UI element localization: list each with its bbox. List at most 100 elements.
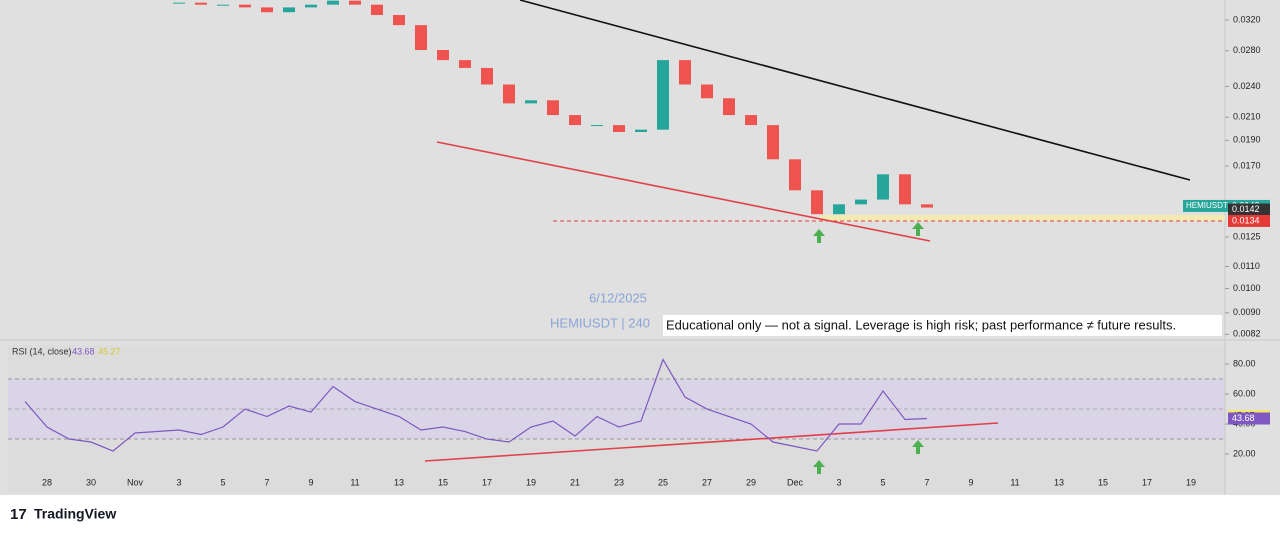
candle <box>657 60 669 130</box>
candle <box>305 4 317 8</box>
annotation: Educational only — not a signal. Leverag… <box>666 317 1176 332</box>
candle <box>173 2 185 4</box>
x-tick-label: 11 <box>350 477 359 487</box>
x-tick-label: 19 <box>1186 477 1196 487</box>
rsi-title: RSI (14, close) <box>12 346 72 356</box>
x-tick-label: 15 <box>438 477 448 487</box>
y-tick-label: 60.00 <box>1233 388 1256 398</box>
candle <box>437 50 449 61</box>
candle <box>195 2 207 5</box>
y-tick-label: 0.0170 <box>1233 160 1261 170</box>
candle <box>723 98 735 116</box>
candle <box>239 4 251 8</box>
candle <box>591 125 603 127</box>
x-tick-label: 15 <box>1098 477 1108 487</box>
trendline <box>424 422 999 462</box>
arrow <box>912 440 924 454</box>
y-tick-label: 0.0090 <box>1233 307 1261 317</box>
candle <box>217 4 229 6</box>
candle <box>679 60 691 85</box>
rsi-legend-value: 43.68 <box>72 346 95 356</box>
rsi-tag-bg <box>1228 412 1270 425</box>
x-tick-label: Nov <box>127 477 144 487</box>
x-tick-label: 19 <box>526 477 536 487</box>
trendline <box>436 141 931 242</box>
brand: TradingView <box>34 506 116 522</box>
x-tick-label: 11 <box>1010 477 1019 487</box>
rsi-tag: 43.68 <box>1232 413 1255 423</box>
trendline <box>519 0 1191 181</box>
x-tick-label: 7 <box>924 477 929 487</box>
candle <box>327 0 339 5</box>
candle <box>789 159 801 191</box>
support-zone <box>820 215 1225 221</box>
y-tick-label: 0.0280 <box>1233 45 1261 55</box>
y-tick-label: 0.0125 <box>1233 231 1261 241</box>
symbol-tag-bg <box>1183 199 1228 212</box>
candle <box>283 7 295 13</box>
x-tick-label: 23 <box>614 477 624 487</box>
price-line-tag-bg <box>1228 203 1270 216</box>
x-tick-label: 13 <box>394 477 404 487</box>
candle <box>811 190 823 215</box>
x-tick-label: 28 <box>42 477 52 487</box>
x-tick-label: 17 <box>1142 477 1152 487</box>
candle <box>569 115 581 126</box>
x-tick-label: 27 <box>702 477 712 487</box>
x-tick-label: 29 <box>746 477 756 487</box>
y-tick-label: 0.0082 <box>1233 329 1261 339</box>
candle <box>393 15 405 26</box>
price-line-tag: 0.0134 <box>1232 215 1260 225</box>
rsi-legend-value: 45.27 <box>98 346 121 356</box>
y-tick-label: 0.0320 <box>1233 14 1261 24</box>
candle <box>415 25 427 51</box>
x-tick-label: 3 <box>836 477 841 487</box>
y-tick-label: 20.00 <box>1233 448 1256 458</box>
y-tick-label: 0.0240 <box>1233 81 1261 91</box>
y-tick-label: 80.00 <box>1233 358 1256 368</box>
watermark: HEMIUSDT | 240 <box>550 315 650 330</box>
candle <box>371 4 383 16</box>
candle <box>503 84 515 104</box>
arrow <box>813 229 825 243</box>
x-tick-label: 5 <box>220 477 225 487</box>
symbol-tag: HEMIUSDT <box>1186 201 1228 210</box>
arrow <box>912 222 924 236</box>
arrow <box>813 460 825 474</box>
x-tick-label: 9 <box>968 477 973 487</box>
candle <box>481 67 493 85</box>
x-tick-label: 21 <box>570 477 580 487</box>
x-tick-label: 13 <box>1054 477 1064 487</box>
x-tick-label: 9 <box>308 477 313 487</box>
candle <box>877 174 889 200</box>
y-tick-label: 0.0100 <box>1233 283 1261 293</box>
x-tick-label: 30 <box>86 477 96 487</box>
y-tick-label: 0.0190 <box>1233 135 1261 145</box>
candle <box>613 125 625 132</box>
candle <box>261 7 273 13</box>
candle <box>635 129 647 132</box>
x-tick-label: Dec <box>787 477 804 487</box>
x-tick-label: 5 <box>880 477 885 487</box>
annotation-box <box>663 315 1222 336</box>
x-tick-label: 25 <box>658 477 668 487</box>
candle <box>745 115 757 126</box>
y-tick-label: 0.0210 <box>1233 112 1261 122</box>
x-tick-label: 17 <box>482 477 492 487</box>
price-line-tag-bg <box>1228 214 1270 227</box>
logo-mark: 17 <box>10 506 27 523</box>
candle <box>349 0 361 5</box>
x-tick-label: 3 <box>176 477 181 487</box>
rsi-band <box>8 379 1225 439</box>
candle <box>767 125 779 160</box>
candle <box>547 100 559 116</box>
x-tick-label: 7 <box>264 477 269 487</box>
y-tick-label: 0.0110 <box>1233 261 1260 271</box>
rsi-line <box>24 358 928 452</box>
candle <box>855 199 867 205</box>
candle <box>701 84 713 99</box>
candle <box>525 100 537 104</box>
candle <box>459 60 471 68</box>
